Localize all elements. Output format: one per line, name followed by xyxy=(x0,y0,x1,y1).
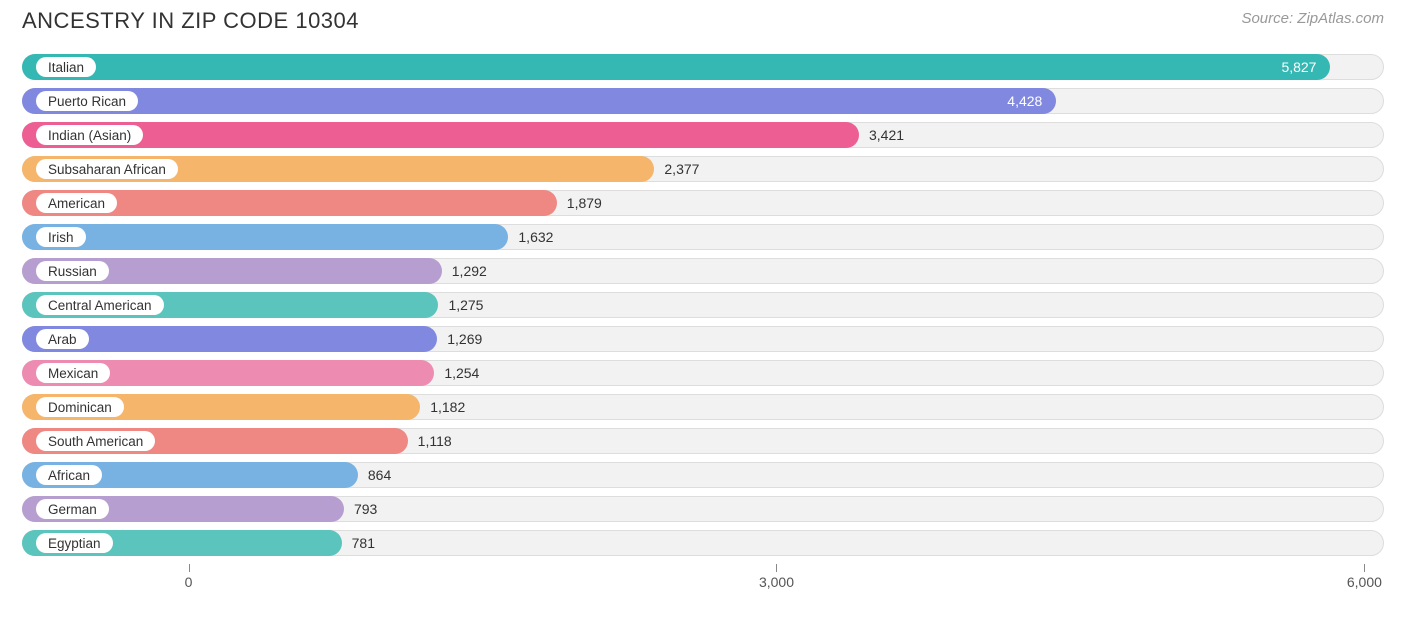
bar-row: Subsaharan African 2,377 xyxy=(22,156,1384,182)
bar-label-pill: Irish xyxy=(36,227,86,247)
bar-row: Irish 1,632 xyxy=(22,224,1384,250)
chart-plot-area: Italian5,827 Puerto Rican4,428 Indian (Asi… xyxy=(22,54,1384,556)
bar-row: Dominican 1,182 xyxy=(22,394,1384,420)
bar-value: 864 xyxy=(358,462,391,488)
bar-value: 1,292 xyxy=(442,258,487,284)
bar-value: 2,377 xyxy=(654,156,699,182)
bar-value: 1,879 xyxy=(557,190,602,216)
bar-row: Russian 1,292 xyxy=(22,258,1384,284)
axis-tick-label: 0 xyxy=(185,574,193,590)
bar-fill xyxy=(22,224,508,250)
bar-row: Egyptian 781 xyxy=(22,530,1384,556)
bar-row: Italian5,827 xyxy=(22,54,1384,80)
bar-value: 1,254 xyxy=(434,360,479,386)
axis-tick xyxy=(189,564,190,572)
bar-value: 4,428 xyxy=(22,88,1056,114)
chart-source: Source: ZipAtlas.com xyxy=(1241,8,1384,27)
bar-row: Indian (Asian) 3,421 xyxy=(22,122,1384,148)
bar-label-pill: German xyxy=(36,499,109,519)
bar-row: American 1,879 xyxy=(22,190,1384,216)
bar-row: South American 1,118 xyxy=(22,428,1384,454)
chart-title: ANCESTRY IN ZIP CODE 10304 xyxy=(22,8,359,34)
bar-value: 1,118 xyxy=(408,428,452,454)
bar-fill xyxy=(22,122,859,148)
bar-label-pill: Central American xyxy=(36,295,164,315)
bar-value: 1,632 xyxy=(508,224,553,250)
bar-label-pill: Dominican xyxy=(36,397,124,417)
bar-label-pill: Indian (Asian) xyxy=(36,125,143,145)
bar-label-pill: Arab xyxy=(36,329,89,349)
bar-row: Arab 1,269 xyxy=(22,326,1384,352)
bar-label-pill: Egyptian xyxy=(36,533,113,553)
x-axis: 0 3,000 6,000 xyxy=(22,564,1384,594)
axis-tick-label: 6,000 xyxy=(1347,574,1382,590)
bar-value: 781 xyxy=(342,530,375,556)
bar-row: German 793 xyxy=(22,496,1384,522)
chart-header: ANCESTRY IN ZIP CODE 10304 Source: ZipAt… xyxy=(0,0,1406,34)
bar-value: 1,269 xyxy=(437,326,482,352)
bar-row: Central American 1,275 xyxy=(22,292,1384,318)
axis-tick xyxy=(1364,564,1365,572)
bar-row: African 864 xyxy=(22,462,1384,488)
bar-value: 1,182 xyxy=(420,394,465,420)
bar-label-pill: American xyxy=(36,193,117,213)
bar-value: 5,827 xyxy=(22,54,1330,80)
bar-value: 3,421 xyxy=(859,122,904,148)
bar-label-pill: South American xyxy=(36,431,155,451)
bar-row: Mexican 1,254 xyxy=(22,360,1384,386)
bar-label-pill: Russian xyxy=(36,261,109,281)
bar-value: 1,275 xyxy=(438,292,483,318)
bar-value: 793 xyxy=(344,496,377,522)
bar-row: Puerto Rican4,428 xyxy=(22,88,1384,114)
bar-label-pill: Subsaharan African xyxy=(36,159,178,179)
bar-label-pill: African xyxy=(36,465,102,485)
bar-label-pill: Mexican xyxy=(36,363,110,383)
axis-tick xyxy=(776,564,777,572)
axis-tick-label: 3,000 xyxy=(759,574,794,590)
